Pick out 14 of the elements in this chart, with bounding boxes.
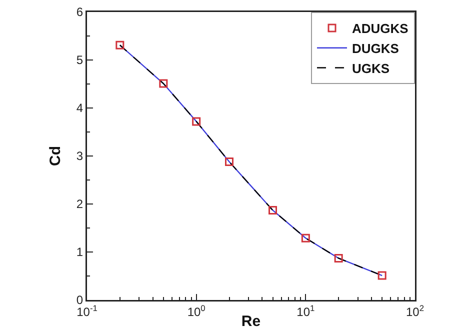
x-tick-label: 10$^{0}$ [187, 302, 206, 319]
x-axis-title: Re [241, 313, 261, 330]
legend-label: UGKS [352, 60, 390, 76]
y-tick-label: 2 [76, 197, 84, 212]
x-tick-label: 10$^{2}$ [406, 302, 424, 319]
y-tick-label: 4 [76, 101, 84, 116]
y-tick-label: 1 [76, 245, 84, 260]
legend-label: DUGKS [352, 40, 400, 56]
y-tick-label: 5 [76, 53, 84, 68]
x-tick-label: 10$^{1}$ [296, 302, 316, 319]
legend-label: ADUGKS [352, 21, 409, 36]
y-axis-title: Cd [46, 146, 64, 166]
y-tick-label: 6 [76, 5, 84, 20]
y-tick-label: 3 [76, 149, 84, 164]
